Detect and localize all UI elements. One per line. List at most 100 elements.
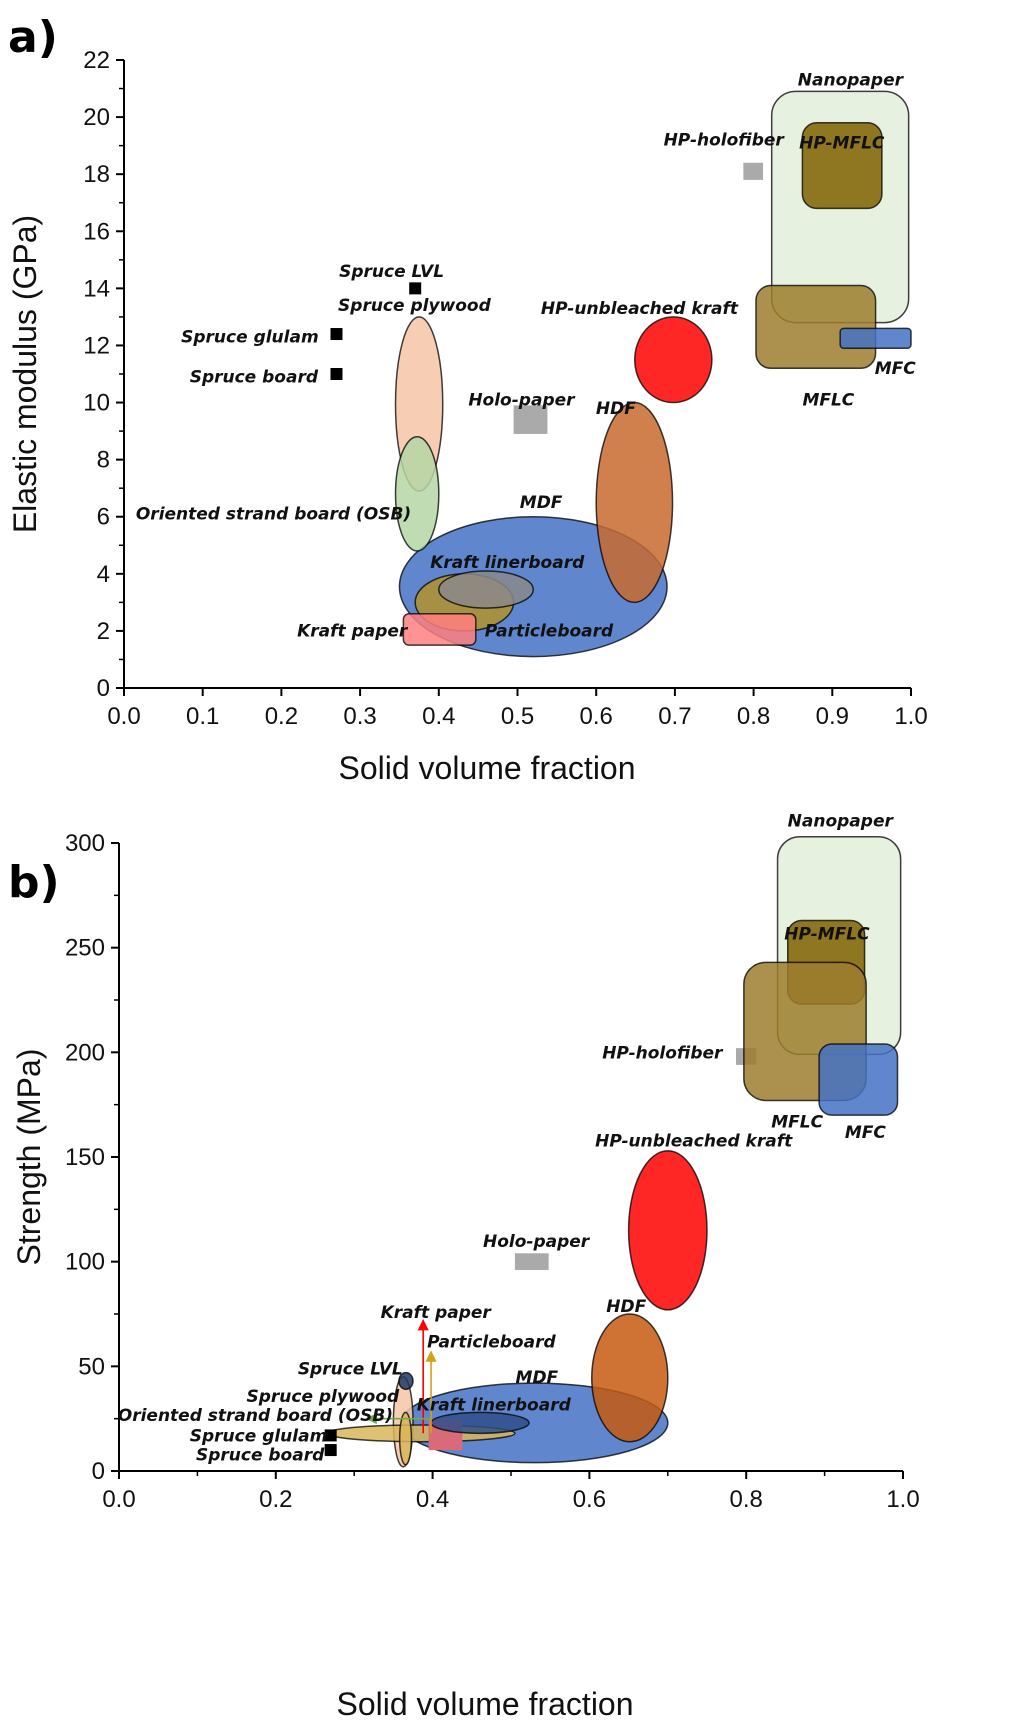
x-tick-label: 0.3	[343, 703, 376, 730]
region-holo-paper	[513, 405, 548, 434]
region-hdf	[595, 401, 674, 604]
region-mflc	[755, 284, 877, 370]
point-spruce-board	[324, 1444, 337, 1457]
y-tick-label: 22	[83, 47, 110, 74]
y-tick-label: 0	[97, 675, 110, 702]
x-tick-label: 0.4	[416, 1486, 449, 1513]
region-hp-mflc	[801, 122, 883, 210]
region-hp-unbleached-kraft	[627, 1149, 708, 1311]
panel-a-letter: a)	[8, 12, 58, 63]
x-tick-label: 0.5	[501, 703, 534, 730]
x-tick-label: 0.1	[186, 703, 219, 730]
annotation-particleboard: Particleboard	[485, 622, 614, 642]
annotation-kraft-linerboard: Kraft linerboard	[430, 553, 585, 573]
y-tick-label: 10	[83, 390, 110, 417]
annotation-nanopaper: Nanopaper	[788, 811, 895, 831]
annotation-nanopaper: Nanopaper	[798, 71, 905, 91]
x-tick-label: 0.6	[580, 703, 613, 730]
annotation-spruce-lvl: Spruce LVL	[339, 262, 444, 282]
annotation-hp-mflc: HP-MFLC	[799, 133, 885, 153]
annotation-spruce-board: Spruce board	[190, 368, 319, 388]
annotation-hdf: HDF	[606, 1297, 646, 1317]
region-hdf	[591, 1313, 669, 1443]
region-spruce-lvl	[398, 1371, 414, 1391]
region-spruce-glulam	[398, 1411, 413, 1466]
y-tick-label: 6	[97, 504, 110, 531]
annotation-mdf: MDF	[520, 493, 563, 513]
y-tick-label: 18	[83, 161, 110, 188]
x-tick-label: 1.0	[894, 703, 927, 730]
y-axis-title: Elastic modulus (GPa)	[7, 215, 43, 533]
y-tick-label: 50	[78, 1353, 105, 1380]
annotation-particleboard: Particleboard	[427, 1332, 556, 1352]
annotation-hp-holofiber: HP-holofiber	[602, 1044, 724, 1064]
region-hp-unbleached-kraft	[634, 316, 713, 404]
x-tick-label: 0.8	[737, 703, 770, 730]
panel-b-letter: b)	[8, 857, 60, 908]
x-tick-label: 1.0	[886, 1486, 919, 1513]
annotation-mflc: MFLC	[771, 1113, 823, 1133]
y-tick-label: 16	[83, 218, 110, 245]
y-tick-label: 250	[65, 935, 105, 962]
annotation-kraft-linerboard: Kraft linerboard	[417, 1395, 572, 1415]
region-kraft-paper	[402, 613, 477, 646]
annotation-mfc: MFC	[875, 359, 917, 379]
region-holo-paper	[514, 1253, 549, 1271]
annotation-hdf: HDF	[596, 399, 636, 419]
y-axis-title: Strength (MPa)	[11, 1049, 47, 1266]
y-tick-label: 300	[65, 830, 105, 857]
x-tick-label: 0.8	[730, 1486, 763, 1513]
region-kraft-linerboard	[438, 570, 534, 609]
region-kraft-linerboard	[430, 1411, 530, 1435]
annotation-hp-holofiber: HP-holofiber	[664, 131, 786, 151]
region-mfc	[818, 1043, 899, 1116]
y-tick-label: 4	[97, 561, 110, 588]
x-tick-label: 0.6	[573, 1486, 606, 1513]
annotation-spruce-plywood: Spruce plywood	[338, 296, 492, 316]
y-tick-label: 0	[92, 1458, 105, 1485]
x-tick-label: 0.7	[658, 703, 691, 730]
x-axis-title: Solid volume fraction	[336, 1686, 633, 1722]
annotation-mfc: MFC	[845, 1123, 887, 1143]
annotation-hp-unbleached-kraft: HP-unbleached kraft	[541, 299, 739, 319]
annotation-hp-unbleached-kraft: HP-unbleached kraft	[595, 1132, 793, 1152]
annotation-kraft-paper: Kraft paper	[381, 1303, 493, 1323]
annotation-oriented-strand-board-osb: Oriented strand board (OSB)	[118, 1406, 393, 1426]
x-tick-label: 0.0	[107, 703, 140, 730]
point-spruce-lvl	[409, 282, 422, 295]
annotation-oriented-strand-board-osb: Oriented strand board (OSB)	[136, 505, 411, 525]
annotation-holo-paper: Holo-paper	[468, 390, 576, 410]
annotation-spruce-glulam: Spruce glulam	[190, 1427, 328, 1447]
annotation-hp-mflc: HP-MFLC	[784, 924, 870, 944]
chart-panel-b: 0.0 0.2 0.4 0.6 0.8 1.0 0 50 100 150 200 250 300 Soli…	[11, 811, 920, 1722]
point-spruce-glulam	[324, 1429, 337, 1442]
x-axis-title: Solid volume fraction	[338, 750, 635, 786]
y-tick-label: 12	[83, 332, 110, 359]
annotation-spruce-plywood: Spruce plywood	[246, 1387, 400, 1407]
y-tick-label: 20	[83, 104, 110, 131]
region-oriented-strand-board-osb	[394, 436, 440, 552]
x-tick-label: 0.4	[422, 703, 455, 730]
y-tick-label: 2	[97, 618, 110, 645]
y-tick-label: 150	[65, 1144, 105, 1171]
y-tick-label: 8	[97, 447, 110, 474]
annotation-holo-paper: Holo-paper	[483, 1232, 591, 1252]
point-spruce-board	[330, 368, 343, 380]
annotation-mdf: MDF	[516, 1368, 559, 1388]
x-tick-label: 0.2	[259, 1486, 292, 1513]
x-tick-label: 0.0	[102, 1486, 135, 1513]
annotation-kraft-paper: Kraft paper	[297, 622, 409, 642]
annotation-spruce-lvl: Spruce LVL	[298, 1360, 403, 1380]
y-tick-label: 200	[65, 1039, 105, 1066]
y-tick-label: 14	[83, 275, 110, 302]
x-tick-label: 0.9	[816, 703, 849, 730]
annotation-spruce-glulam: Spruce glulam	[181, 328, 319, 348]
point-spruce-glulam	[330, 328, 343, 341]
region-mfc	[839, 327, 912, 350]
chart-panel-a: 0.0 0.1 0.2 0.3 0.4 0.5 0.6 0.7 0.8 0.9 1.0 0 2 4 6 8 10…	[7, 47, 928, 786]
annotation-spruce-board: Spruce board	[196, 1446, 325, 1466]
x-tick-label: 0.2	[265, 703, 298, 730]
region-hp-holofiber	[743, 162, 764, 180]
y-tick-label: 100	[65, 1249, 105, 1276]
